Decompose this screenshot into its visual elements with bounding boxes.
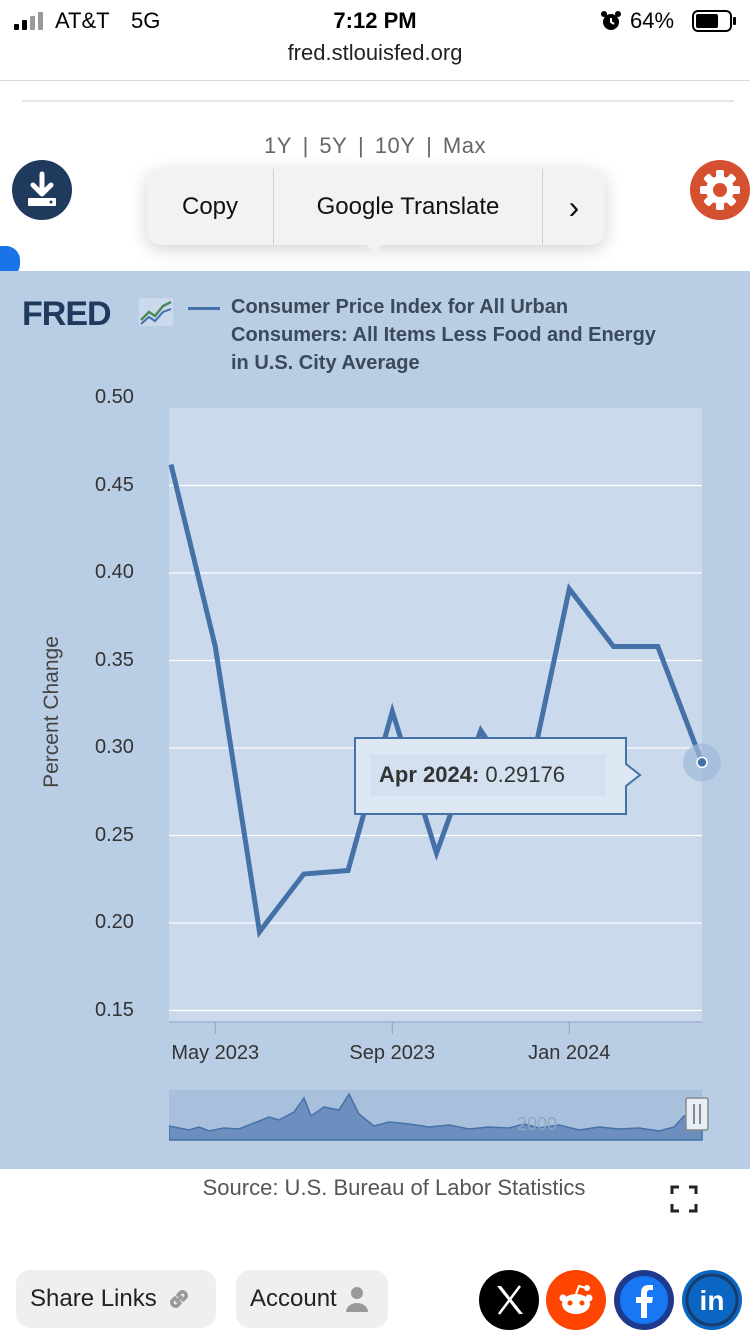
tooltip-value: 0.29176 (485, 762, 565, 787)
menu-separator (542, 169, 543, 245)
link-icon (169, 1290, 188, 1308)
range-separator: | (426, 133, 433, 158)
tooltip-date: Apr 2024: (379, 762, 480, 787)
range-separator: | (357, 133, 365, 158)
more-menu-arrow[interactable]: › (568, 188, 580, 225)
y-tick-label: 0.20 (95, 911, 134, 933)
facebook-icon (620, 1276, 668, 1324)
fullscreen-icon[interactable] (670, 1185, 698, 1213)
google-translate-menu-item[interactable]: Google Translate (316, 193, 500, 220)
copy-menu-item[interactable]: Copy (181, 193, 239, 220)
y-axis-label: Percent Change (40, 636, 63, 788)
navigator-year-label: 2000 (517, 1114, 557, 1134)
tooltip-box (354, 737, 642, 815)
y-tick-label: 0.35 (95, 648, 134, 671)
carrier-name: AT&T (55, 8, 110, 33)
y-tick-label: 0.40 (95, 561, 134, 583)
hover-point[interactable] (696, 756, 708, 769)
range-10y[interactable]: 10Y (374, 133, 416, 158)
x-share-button[interactable] (479, 1270, 539, 1330)
signal-icon (14, 12, 48, 30)
share-links-button[interactable]: Share Links (16, 1270, 216, 1328)
y-tick-label: 0.15 (95, 998, 134, 1021)
settings-button[interactable] (690, 160, 750, 220)
tooltip-text: Apr 2024: 0.29176 (379, 762, 565, 788)
account-label: Account (250, 1285, 337, 1312)
network-type: 5G (131, 8, 161, 33)
alarm-icon (601, 11, 621, 30)
range-max[interactable]: Max (442, 133, 486, 158)
range-separator: | (302, 133, 309, 158)
battery-icon (692, 10, 736, 32)
battery-percent: 64% (630, 8, 675, 33)
account-button[interactable]: Account (236, 1270, 388, 1328)
linkedin-share-button[interactable]: in (682, 1270, 742, 1330)
reddit-icon (559, 1284, 593, 1314)
range-navigator[interactable]: 2000 (169, 1090, 714, 1142)
legend-swatch (188, 307, 220, 310)
download-icon (28, 171, 56, 206)
linkedin-icon: in (685, 1273, 739, 1327)
range-5y[interactable]: 5Y (319, 133, 348, 158)
range-selector: 1Y | 5Y | 10Y | Max (0, 133, 750, 159)
y-tick-label: 0.45 (95, 473, 134, 496)
y-tick-label: 0.30 (95, 736, 134, 758)
menu-separator (273, 169, 274, 245)
download-button[interactable] (12, 160, 72, 220)
gear-icon (700, 170, 740, 210)
x-tick-label: Jan 2024 (528, 1042, 611, 1064)
range-1y[interactable]: 1Y (264, 133, 292, 158)
fred-logo: FRED (22, 295, 112, 333)
svg-text:in: in (700, 1285, 725, 1316)
divider (22, 100, 734, 102)
address-bar-url[interactable]: fred.stlouisfed.org (287, 40, 463, 65)
y-tick-label: 0.50 (95, 386, 134, 408)
user-icon (345, 1287, 368, 1312)
series-line[interactable] (168, 463, 705, 938)
source-credit: Source: U.S. Bureau of Labor Statistics (202, 1175, 586, 1200)
context-menu: Copy Google Translate › (147, 169, 605, 245)
x-tick-label: Sep 2023 (349, 1042, 436, 1064)
legend-label: Consumer Price Index for All Urban Consu… (231, 296, 656, 374)
facebook-share-button[interactable] (614, 1270, 674, 1330)
clock: 7:12 PM (333, 8, 417, 33)
context-menu-pointer (362, 240, 386, 254)
x-icon (497, 1285, 523, 1315)
share-links-label: Share Links (30, 1285, 157, 1312)
fred-logo-chart-icon (139, 298, 173, 326)
status-bar: AT&T 5G 7:12 PM 64% fred.stlouisfed.org (0, 0, 750, 81)
reddit-share-button[interactable] (546, 1270, 606, 1330)
selection-handle[interactable] (0, 246, 20, 278)
y-tick-label: 0.25 (95, 823, 134, 846)
x-tick-label: May 2023 (171, 1042, 260, 1064)
